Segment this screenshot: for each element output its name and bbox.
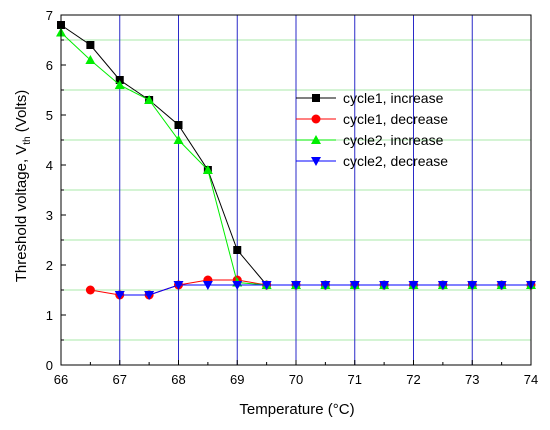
data-point — [496, 281, 507, 290]
data-point — [144, 291, 155, 300]
x-tick-label: 67 — [113, 372, 127, 387]
x-axis-title: Temperature (°C) — [239, 401, 354, 418]
legend-item: cycle1, increase — [296, 90, 444, 106]
data-point — [202, 165, 213, 174]
legend-marker — [311, 114, 321, 124]
x-tick-label: 70 — [289, 372, 303, 387]
y-axis-title: Threshold voltage, Vth (Volts) — [13, 90, 33, 283]
x-tick-label: 73 — [465, 372, 479, 387]
legend-item: cycle1, decrease — [296, 111, 448, 127]
legend-marker — [311, 157, 321, 166]
data-point — [85, 285, 95, 295]
y-tick-label: 5 — [46, 108, 53, 123]
data-point — [467, 281, 478, 290]
legend-label: cycle2, decrease — [343, 153, 448, 169]
y-tick-label: 6 — [46, 58, 53, 73]
x-tick-label: 66 — [54, 372, 68, 387]
data-point — [437, 281, 448, 290]
x-tick-label: 69 — [230, 372, 244, 387]
data-point — [114, 80, 125, 89]
y-axis-title-main: Threshold voltage, V — [13, 145, 30, 283]
x-tick-label: 72 — [406, 372, 420, 387]
y-tick-label: 2 — [46, 258, 53, 273]
y-tick-label: 4 — [46, 158, 53, 173]
data-point — [202, 281, 213, 290]
data-point — [114, 291, 125, 300]
data-point — [320, 281, 331, 290]
legend-item: cycle2, decrease — [296, 153, 448, 169]
data-point — [174, 121, 183, 129]
y-axis-title-subscript: th — [22, 136, 33, 144]
series-4 — [114, 281, 536, 300]
legend: cycle1, increase cycle1, decrease cycle2, … — [296, 90, 448, 169]
data-point — [349, 281, 360, 290]
data-point — [233, 246, 242, 254]
data-point — [86, 41, 95, 49]
legend-label: cycle2, increase — [343, 132, 444, 148]
y-tick-label: 3 — [46, 208, 53, 223]
series-2 — [85, 275, 536, 300]
data-point — [379, 281, 390, 290]
legend-label: cycle1, decrease — [343, 111, 448, 127]
grid-lines — [61, 15, 531, 365]
y-tick-label: 7 — [46, 8, 53, 23]
data-point — [173, 135, 184, 144]
x-tick-label: 71 — [348, 372, 362, 387]
x-tick-label: 74 — [524, 372, 538, 387]
data-point — [291, 281, 301, 290]
legend-item: cycle2, increase — [296, 132, 444, 148]
data-point — [144, 95, 155, 104]
data-point — [85, 55, 96, 64]
data-point — [261, 281, 272, 290]
legend-label: cycle1, increase — [343, 90, 444, 106]
data-point — [173, 281, 184, 290]
y-axis-title-unit: (Volts) — [13, 90, 30, 137]
legend-marker — [311, 135, 321, 144]
legend-marker — [312, 94, 320, 102]
data-point — [232, 281, 243, 290]
y-tick-label: 1 — [46, 308, 53, 323]
data-point — [408, 281, 419, 290]
x-tick-label: 68 — [171, 372, 185, 387]
y-tick-label: 0 — [46, 358, 53, 373]
